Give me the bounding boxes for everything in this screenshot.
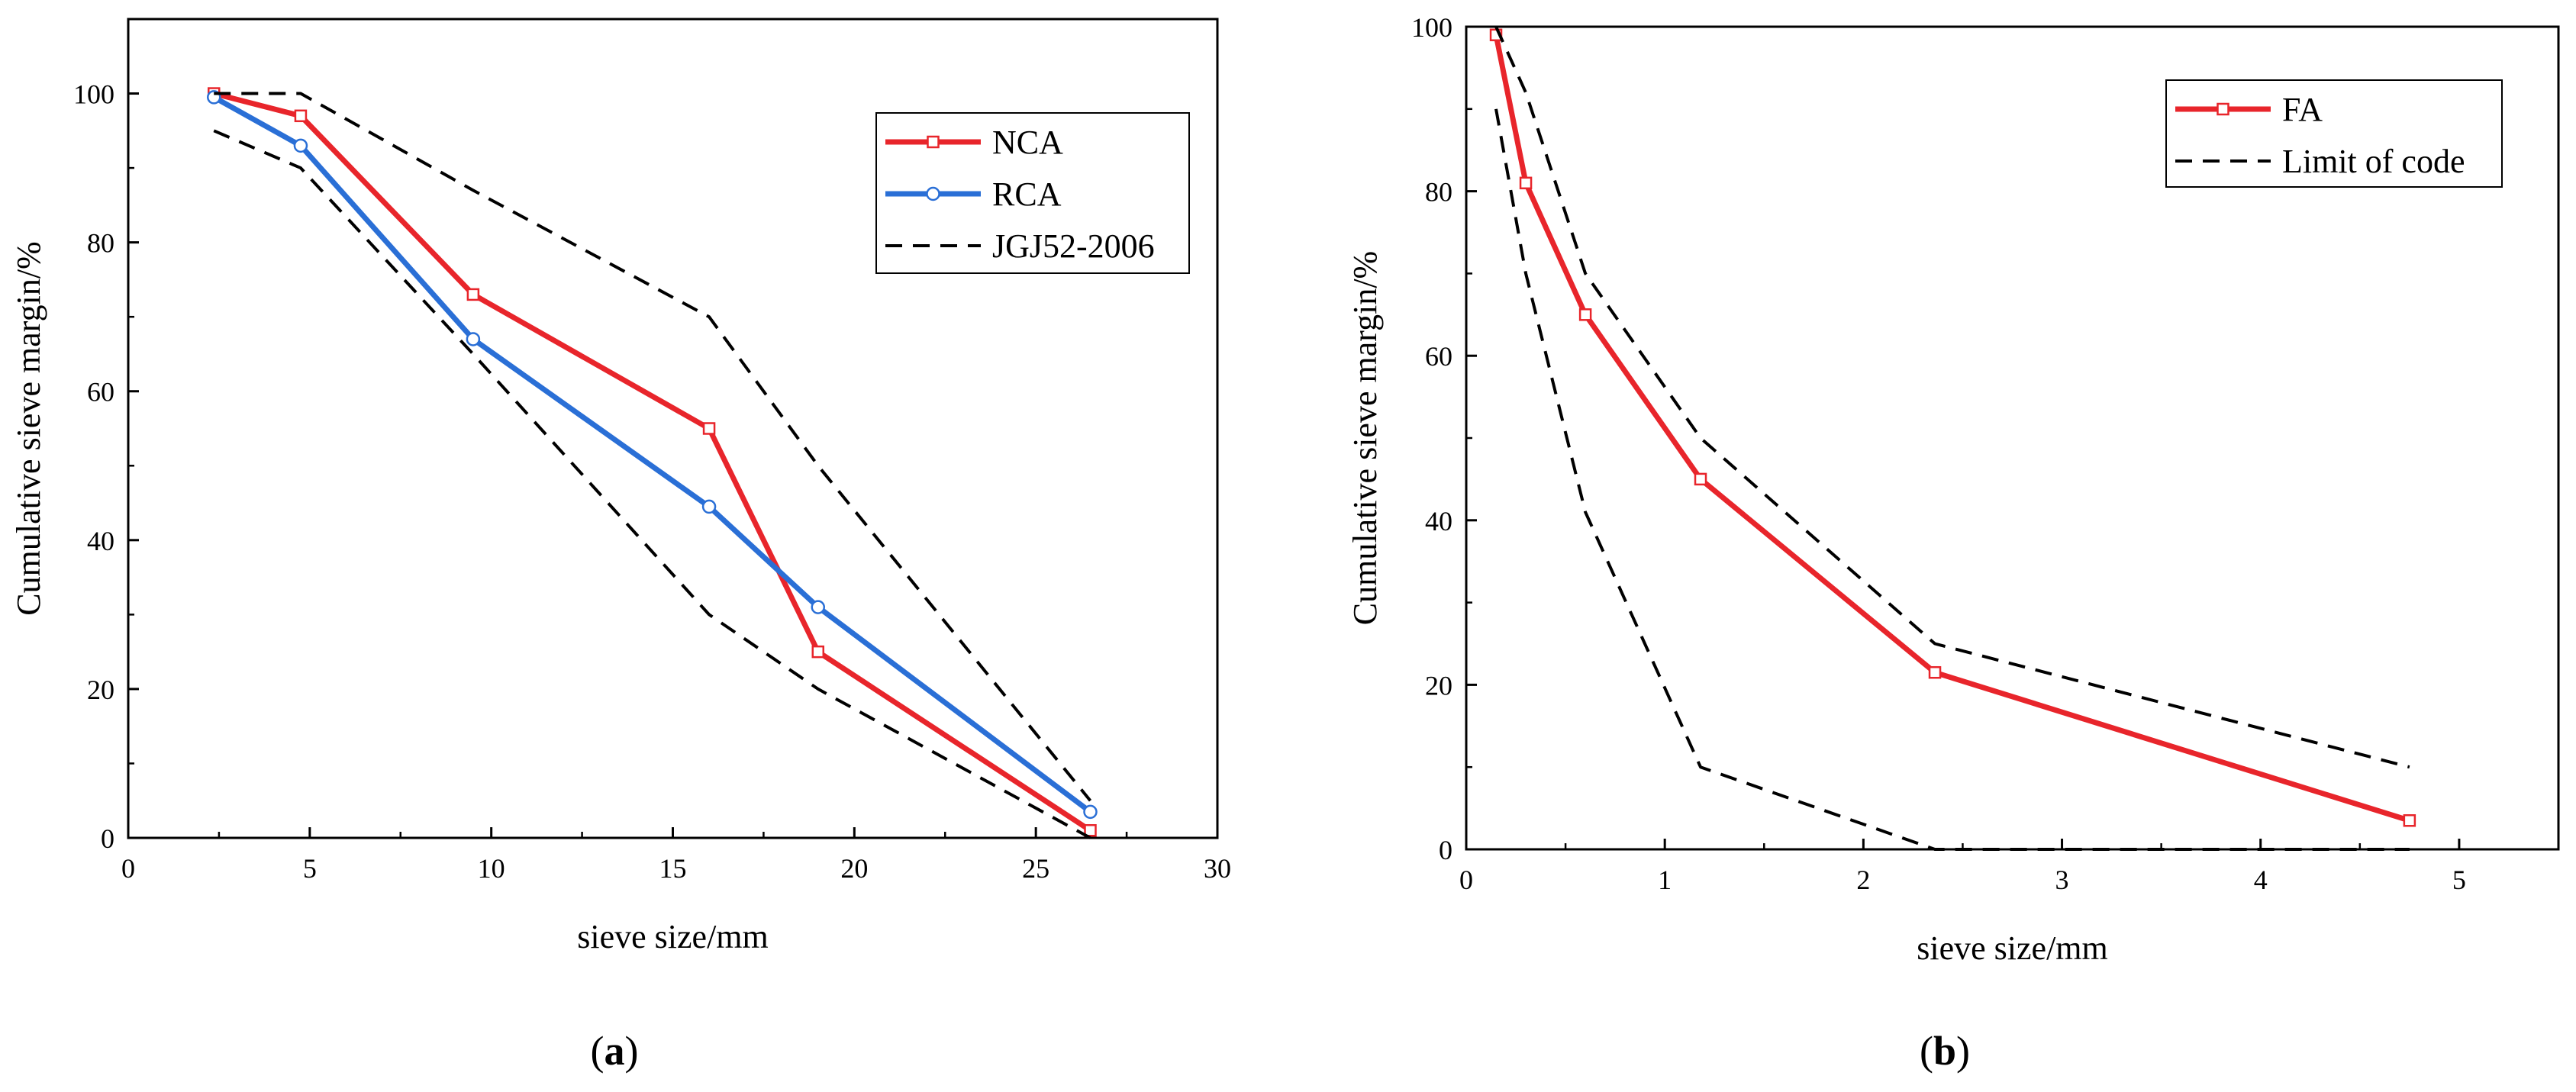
data-point-nca: [294, 109, 308, 123]
legend-label: RCA: [992, 176, 1062, 213]
y-tick-label: 60: [1425, 341, 1452, 372]
series-line-fa: [1493, 34, 2410, 823]
y-tick-label: 0: [1439, 835, 1452, 865]
series-line-rca: [212, 95, 1092, 814]
y-tick-label: 40: [1425, 506, 1452, 536]
y-axis-title: Cumulative sieve margin/%: [1346, 251, 1384, 625]
series-line-jgj52-2006: [214, 92, 1092, 802]
data-point-fa: [1928, 665, 1942, 679]
data-point-nca: [702, 422, 716, 435]
x-tick-label: 5: [303, 853, 317, 884]
data-point-fa: [1578, 308, 1592, 321]
x-axis-title: sieve size/mm: [577, 918, 769, 955]
legend-box: [2165, 79, 2503, 188]
y-tick-label: 20: [1425, 670, 1452, 701]
y-tick-label: 20: [87, 675, 114, 705]
y-tick-label: 100: [73, 79, 114, 110]
x-axis-title: sieve size/mm: [1917, 929, 2108, 967]
data-point-rca: [1083, 804, 1098, 820]
x-tick-label: 30: [1204, 853, 1231, 884]
x-tick-label: 1: [1658, 865, 1672, 895]
legend-marker: [926, 186, 940, 201]
chart-panel-a: 0 5 10 15 20 25 30 0 20 40 60 80 100 sieve size/mm Cum…: [10, 18, 1231, 955]
data-point-nca: [1084, 823, 1097, 837]
legend-marker: [2217, 102, 2229, 116]
data-point-nca: [811, 645, 825, 659]
x-tick-label: 5: [2452, 865, 2466, 895]
x-tick-label: 10: [478, 853, 505, 884]
data-point-rca: [701, 499, 717, 514]
y-tick-label: 40: [87, 526, 114, 556]
chart-panel-b: 0 1 2 3 4 5 0 20 40 60 80 100 sieve size/mm Cumulativ…: [1346, 12, 2560, 967]
legend-label: FA: [2282, 91, 2323, 128]
x-tick-label: 20: [840, 853, 868, 884]
data-point-rca: [466, 332, 481, 346]
data-point-fa: [2403, 814, 2416, 827]
x-tick-label: 3: [2055, 865, 2069, 895]
legend-label: Limit of code: [2282, 143, 2465, 180]
x-tick-label: 4: [2254, 865, 2268, 895]
series-line-limit-of-code: [1494, 26, 2410, 769]
legend-label: JGJ52-2006: [992, 227, 1155, 265]
data-point-rca: [293, 138, 308, 153]
x-tick-label: 0: [1459, 865, 1473, 895]
y-tick-label: 60: [87, 377, 114, 407]
legend-marker: [927, 135, 940, 149]
y-tick-label: 80: [1425, 177, 1452, 208]
y-tick-label: 100: [1411, 12, 1452, 43]
x-tick-label: 15: [659, 853, 687, 884]
data-point-fa: [1519, 176, 1533, 190]
series-line-jgj52-2006: [213, 129, 1091, 839]
data-point-fa: [1694, 472, 1707, 486]
data-point-rca: [811, 600, 826, 614]
series-line-limit-of-code: [1494, 108, 2410, 851]
y-tick-label: 0: [101, 823, 114, 854]
series-line-nca: [213, 91, 1092, 833]
x-tick-label: 2: [1856, 865, 1870, 895]
panel-label-b: (b): [1920, 1028, 1970, 1074]
x-tick-label: 0: [121, 853, 135, 884]
panel-label-a: (a): [591, 1028, 639, 1074]
x-tick-label: 25: [1022, 853, 1049, 884]
y-axis-title: Cumulative sieve margin/%: [10, 241, 47, 615]
legend-label: NCA: [992, 124, 1063, 161]
y-tick-label: 80: [87, 228, 114, 259]
data-point-nca: [466, 288, 480, 301]
